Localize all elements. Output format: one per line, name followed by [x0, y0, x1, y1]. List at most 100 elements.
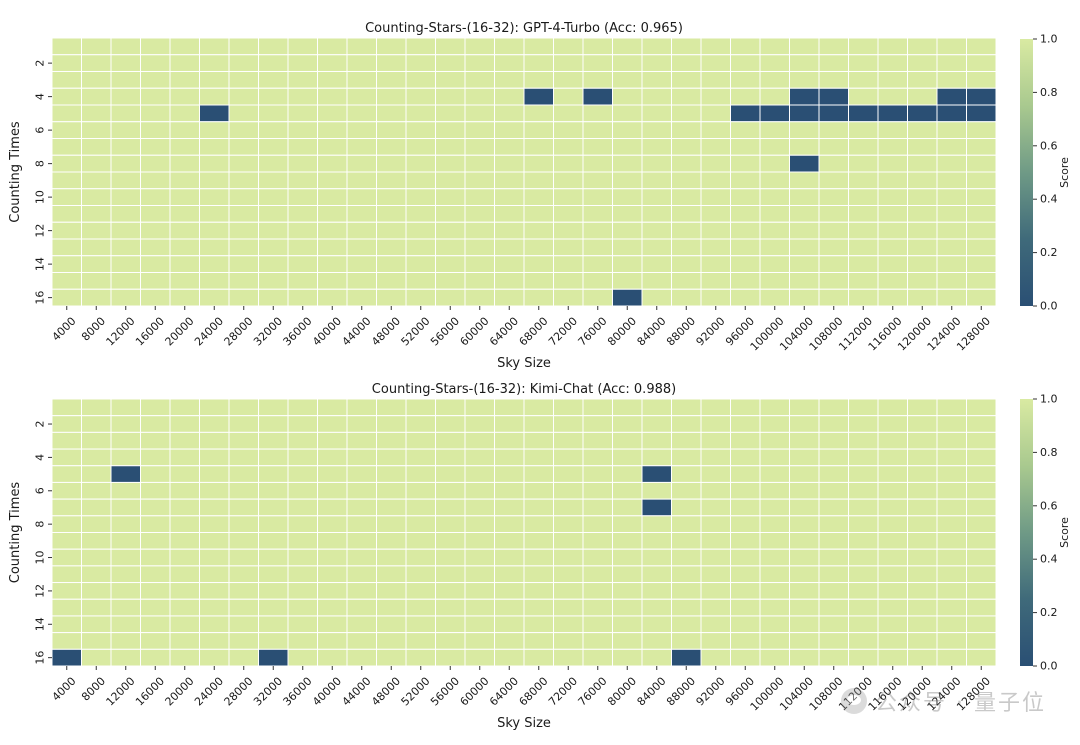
heatmap-cell-zero	[818, 104, 849, 123]
heatmap-cell	[140, 498, 171, 517]
heatmap-cell	[464, 255, 495, 273]
heatmap-cell	[169, 565, 200, 584]
x-tick-label: 20000	[163, 315, 197, 349]
heatmap-cell	[966, 221, 997, 240]
heatmap-cell	[258, 532, 289, 550]
heatmap-cell	[553, 565, 584, 584]
heatmap-cell	[346, 272, 377, 290]
heatmap-cell	[199, 481, 230, 500]
heatmap-cell	[730, 431, 761, 450]
heatmap-cell	[287, 87, 318, 106]
heatmap-cell	[641, 398, 672, 417]
heatmap-cell	[818, 238, 849, 257]
colorbar-gradient	[1020, 39, 1033, 306]
colorbar-tick-label: 1.0	[1040, 393, 1058, 406]
heatmap-cell	[553, 54, 584, 72]
heatmap-cell	[936, 532, 967, 550]
heatmap-cell	[169, 171, 200, 190]
heatmap-cell	[553, 398, 584, 417]
heatmap-cell	[405, 481, 436, 500]
heatmap-cell	[936, 71, 967, 89]
heatmap-cell	[140, 288, 171, 307]
heatmap-cell	[730, 548, 761, 567]
heatmap-cell	[936, 565, 967, 584]
heatmap-cell	[346, 465, 377, 483]
heatmap-cell	[848, 138, 879, 156]
heatmap-cell	[730, 481, 761, 500]
heatmap-cell	[435, 104, 466, 123]
heatmap-cell	[877, 121, 908, 139]
heatmap-cell	[494, 205, 525, 223]
heatmap-cell	[81, 548, 112, 567]
y-tick-label: 10	[34, 190, 47, 204]
heatmap-cell	[523, 205, 554, 223]
heatmap-cell	[848, 238, 879, 257]
heatmap-cell	[641, 121, 672, 139]
heatmap-cell	[169, 632, 200, 650]
heatmap-cell	[346, 632, 377, 650]
heatmap-cell	[376, 87, 407, 106]
y-tick-label: 14	[34, 617, 47, 631]
heatmap-cell	[789, 288, 820, 307]
heatmap-cell	[258, 171, 289, 190]
heatmap-cell	[936, 615, 967, 634]
heatmap-cell	[435, 548, 466, 567]
heatmap-cell	[818, 205, 849, 223]
heatmap-cell	[936, 398, 967, 417]
heatmap-cell	[405, 171, 436, 190]
heatmap-cell	[907, 415, 938, 433]
heatmap-cell	[966, 272, 997, 290]
heatmap-cell	[759, 171, 790, 190]
y-tick-label: 2	[34, 421, 47, 428]
heatmap-cell	[258, 548, 289, 567]
heatmap-cell	[494, 54, 525, 72]
y-axis-label: Counting Times	[8, 121, 23, 223]
heatmap-cell	[818, 532, 849, 550]
heatmap-cell	[553, 255, 584, 273]
heatmap-cell	[376, 582, 407, 600]
heatmap-cell	[346, 221, 377, 240]
heatmap-cell	[966, 71, 997, 89]
heatmap-cell	[199, 272, 230, 290]
heatmap-cell	[523, 498, 554, 517]
heatmap-cell	[228, 565, 259, 584]
heatmap-cell	[553, 515, 584, 533]
heatmap-cell	[671, 154, 702, 173]
heatmap-cell	[81, 238, 112, 257]
heatmap-cell	[464, 37, 495, 56]
heatmap-cell	[612, 71, 643, 89]
heatmap-cell	[376, 415, 407, 433]
y-tick-label: 4	[34, 454, 47, 461]
heatmap-cell	[700, 515, 731, 533]
heatmap-cell	[346, 648, 377, 667]
heatmap-cell	[199, 205, 230, 223]
heatmap-cell	[671, 465, 702, 483]
heatmap-cell	[671, 255, 702, 273]
heatmap-cell	[523, 255, 554, 273]
heatmap-cell	[759, 481, 790, 500]
heatmap-cell	[435, 205, 466, 223]
heatmap-cell	[110, 431, 141, 450]
heatmap-cell	[376, 515, 407, 533]
heatmap-cell	[789, 448, 820, 467]
heatmap-cell	[936, 448, 967, 467]
heatmap-cell	[582, 398, 613, 417]
heatmap-cell	[287, 448, 318, 467]
heatmap-cell	[789, 465, 820, 483]
heatmap-cell	[169, 138, 200, 156]
heatmap-cell	[287, 565, 318, 584]
heatmap-cell-zero	[51, 648, 82, 667]
heatmap-cell	[110, 205, 141, 223]
heatmap-cell	[199, 398, 230, 417]
heatmap-cell	[110, 138, 141, 156]
heatmap-cell	[51, 104, 82, 123]
heatmap-cell	[848, 565, 879, 584]
heatmap-cell	[553, 648, 584, 667]
heatmap-cell	[936, 255, 967, 273]
heatmap-cell	[700, 71, 731, 89]
heatmap-cell	[966, 598, 997, 617]
heatmap-cell	[435, 431, 466, 450]
heatmap-cell	[641, 54, 672, 72]
heatmap-cell	[553, 272, 584, 290]
heatmap-cell	[376, 431, 407, 450]
